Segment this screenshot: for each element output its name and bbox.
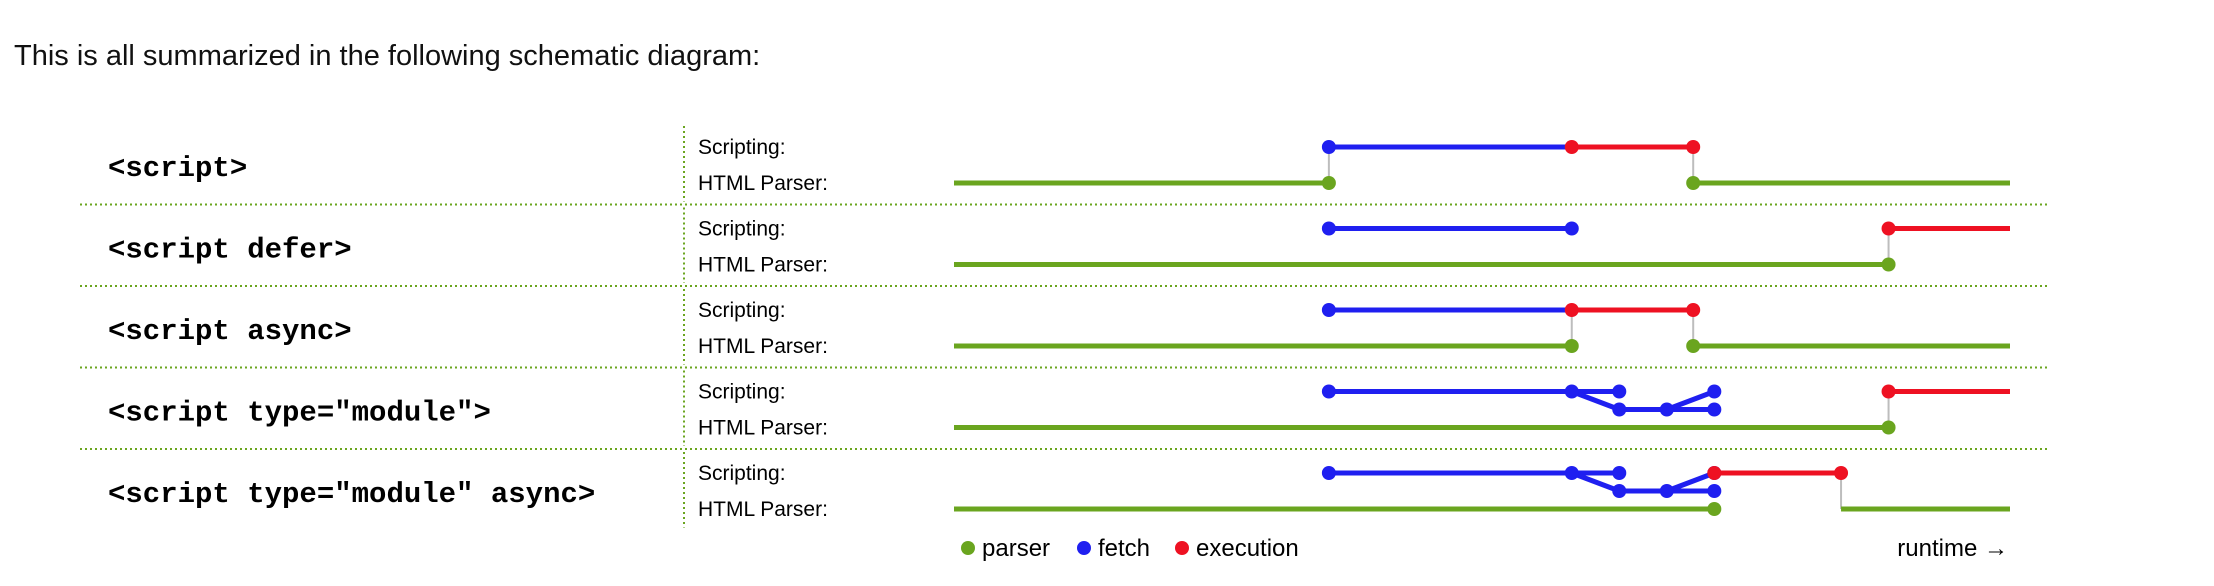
module-fetch-segment [1570, 389, 1621, 412]
parser-label: HTML Parser: [698, 498, 828, 521]
parser-dot [1564, 339, 1579, 353]
scripting-label: Scripting: [698, 299, 786, 322]
execution-dot [1707, 466, 1722, 480]
fetch-dot [1564, 384, 1579, 399]
parser-dot [1881, 257, 1896, 272]
module-fetch-dot [1659, 484, 1674, 498]
module-fetch-dot [1659, 402, 1674, 417]
legend-runtime-label: runtime → [1897, 535, 2008, 562]
fetch-dot [1321, 140, 1336, 154]
module-fetch-dot [1707, 484, 1722, 498]
module-fetch-dot [1612, 466, 1627, 480]
row-label-3: <script type="module"> [108, 396, 491, 429]
execution-dot [1881, 384, 1896, 399]
row-label-1: <script defer> [108, 233, 352, 266]
fetch-dot [1321, 384, 1336, 399]
execution-dot [1686, 303, 1701, 317]
execution-dot [1686, 140, 1701, 154]
module-fetch-segment [1665, 470, 1716, 494]
parser-dot [1707, 502, 1722, 516]
execution-dot [1564, 140, 1579, 154]
row-label-2: <script async> [108, 315, 352, 348]
fetch-dot [1564, 221, 1579, 236]
intro-text: This is all summarized in the following … [14, 40, 761, 72]
scripting-label: Scripting: [698, 218, 786, 241]
scripting-label: Scripting: [698, 136, 786, 159]
fetch-dot [1321, 303, 1336, 317]
parser-label: HTML Parser: [698, 417, 828, 440]
fetch-dot [1321, 466, 1336, 480]
module-fetch-dot [1612, 402, 1627, 417]
parser-dot [1686, 339, 1701, 353]
row-label-4: <script type="module" async> [108, 478, 595, 511]
fetch-dot [1321, 221, 1336, 236]
execution-dot [1564, 303, 1579, 317]
legend-parser-label: parser [982, 535, 1050, 562]
module-fetch-dot [1707, 384, 1722, 399]
module-fetch-dot [1707, 402, 1722, 417]
legend-execution-label: execution [1196, 535, 1299, 562]
legend-parser-dot [961, 541, 975, 555]
parser-dot [1321, 176, 1336, 190]
legend-execution-dot [1175, 541, 1189, 555]
parser-dot [1686, 176, 1701, 190]
module-fetch-dot [1612, 384, 1627, 399]
parser-label: HTML Parser: [698, 335, 828, 358]
module-fetch-segment [1665, 389, 1716, 412]
scripting-label: Scripting: [698, 462, 786, 485]
row-label-0: <script> [108, 152, 247, 185]
legend-fetch-dot [1077, 541, 1091, 555]
parser-label: HTML Parser: [698, 254, 828, 277]
execution-dot [1834, 466, 1849, 480]
legend-fetch-label: fetch [1098, 535, 1150, 562]
fetch-dot [1564, 466, 1579, 480]
parser-label: HTML Parser: [698, 172, 828, 195]
parser-dot [1881, 420, 1896, 435]
scripting-label: Scripting: [698, 381, 786, 404]
module-fetch-dot [1612, 484, 1627, 498]
execution-dot [1881, 221, 1896, 236]
module-fetch-segment [1570, 470, 1621, 494]
